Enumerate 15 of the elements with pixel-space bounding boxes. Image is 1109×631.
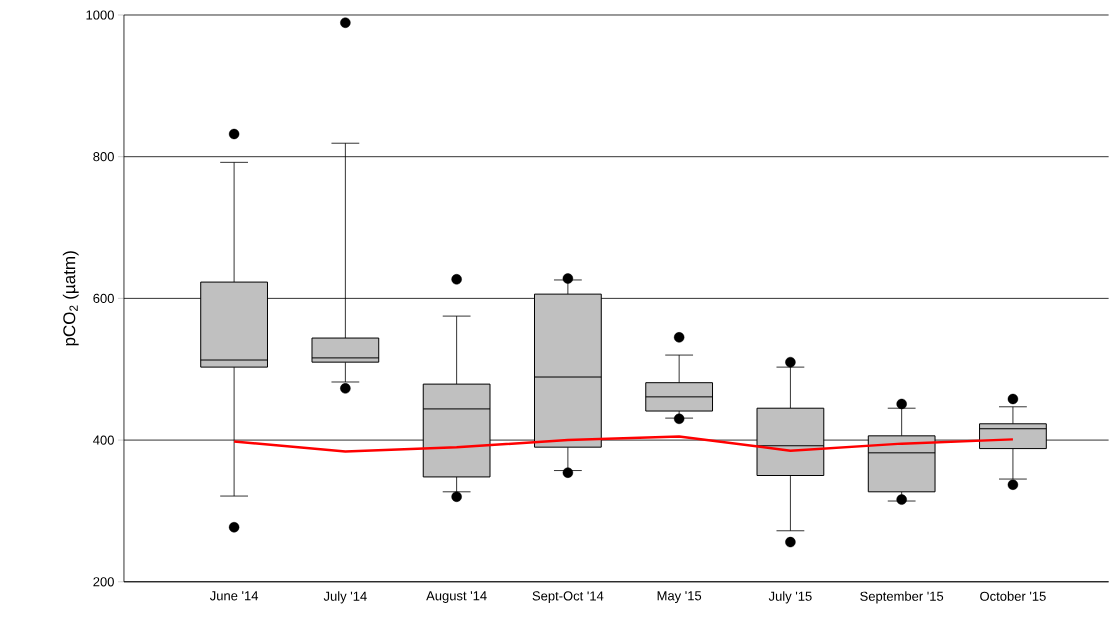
- x-tick-label: July '15: [768, 591, 812, 604]
- y-tick-label: 800: [93, 152, 114, 162]
- x-tick-label: July '14: [323, 591, 367, 604]
- x-tick-label: August '14: [426, 591, 487, 604]
- x-tick-label: October '15: [980, 591, 1046, 601]
- y-axis-title: pCO$_{2}$ (µatm): [62, 251, 79, 346]
- x-tick-label: Sept-Oct '14: [532, 591, 604, 604]
- line-series: [232, 435, 1015, 453]
- y-tick-label: 400: [93, 435, 114, 445]
- y-tick-label: 1000: [86, 10, 114, 20]
- x-tick-label: September '15: [860, 591, 944, 604]
- x-tick-label: May '15: [657, 591, 702, 604]
- y-tick-label: 600: [93, 293, 114, 304]
- y-tick-label: 200: [93, 577, 114, 587]
- x-tick-label: June '14: [209, 591, 259, 601]
